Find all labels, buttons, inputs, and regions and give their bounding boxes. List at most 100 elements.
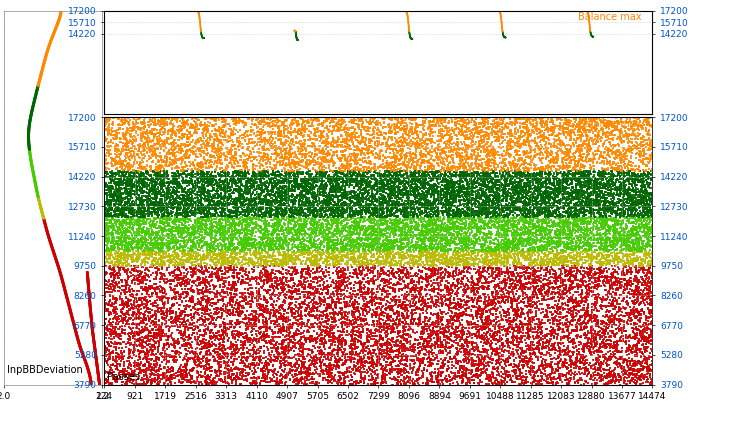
Point <box>546 131 558 138</box>
Point <box>336 212 348 218</box>
Point <box>374 346 386 353</box>
Point <box>108 341 120 348</box>
Point <box>135 235 147 242</box>
Point <box>439 357 451 363</box>
Point <box>333 198 345 205</box>
Point <box>644 202 656 209</box>
Point <box>231 344 243 351</box>
Point <box>177 261 189 268</box>
Point <box>519 219 531 226</box>
Point <box>196 132 208 139</box>
Point <box>111 134 123 141</box>
Point <box>232 195 244 202</box>
Point <box>458 221 470 227</box>
Point <box>346 229 358 235</box>
Point <box>355 356 367 363</box>
Point <box>377 174 389 181</box>
Point <box>469 221 481 228</box>
Point <box>280 275 292 281</box>
Point <box>237 172 249 178</box>
Point <box>354 202 366 209</box>
Point <box>349 176 361 183</box>
Point <box>136 204 148 210</box>
Point <box>533 287 545 294</box>
Point <box>524 173 536 180</box>
Point <box>508 312 520 318</box>
Point <box>135 222 147 229</box>
Point <box>350 267 362 274</box>
Point <box>389 253 401 260</box>
Point <box>476 247 488 254</box>
Point <box>254 177 266 184</box>
Point <box>604 147 616 154</box>
Point <box>624 310 636 317</box>
Point <box>431 154 443 161</box>
Point <box>112 352 124 359</box>
Point <box>417 170 429 176</box>
Point <box>315 242 327 249</box>
Point <box>292 281 304 288</box>
Point <box>353 363 365 370</box>
Point <box>528 211 540 218</box>
Point <box>606 206 618 213</box>
Point <box>551 336 563 343</box>
Point <box>148 221 160 228</box>
Point <box>510 185 522 192</box>
Point <box>239 121 251 128</box>
Point <box>348 238 360 244</box>
Point <box>236 318 248 325</box>
Point <box>134 271 146 278</box>
Point <box>155 190 167 196</box>
Point <box>442 181 454 188</box>
Point <box>173 224 185 230</box>
Point <box>530 203 542 210</box>
Point <box>581 248 593 255</box>
Point <box>159 126 171 133</box>
Point <box>424 165 436 172</box>
Point <box>644 254 656 261</box>
Point <box>191 319 203 326</box>
Point <box>566 262 578 269</box>
Point <box>181 135 193 142</box>
Point <box>425 294 437 301</box>
Point <box>627 232 639 239</box>
Point <box>601 321 613 328</box>
Point <box>580 258 592 265</box>
Point <box>528 210 540 216</box>
Point <box>381 343 393 350</box>
Point <box>414 310 426 317</box>
Point <box>598 255 610 261</box>
Point <box>348 362 360 368</box>
Point <box>264 252 276 258</box>
Point <box>330 175 342 182</box>
Point <box>116 230 128 237</box>
Point <box>224 195 236 202</box>
Point <box>316 204 328 211</box>
Point <box>554 376 566 383</box>
Point <box>118 370 130 377</box>
Point <box>264 263 276 269</box>
Point <box>645 177 657 184</box>
Point <box>398 147 410 154</box>
Point <box>627 376 639 382</box>
Point <box>584 241 596 248</box>
Point <box>226 176 238 183</box>
Point <box>465 340 477 346</box>
Point <box>617 214 629 221</box>
Point <box>299 261 311 267</box>
Point <box>577 192 589 199</box>
Point <box>313 350 325 357</box>
Point <box>563 268 575 275</box>
Point <box>363 309 375 315</box>
Point <box>449 188 461 195</box>
Point <box>392 201 404 207</box>
Point <box>621 130 633 137</box>
Point <box>614 192 626 198</box>
Point <box>368 262 380 269</box>
Point <box>286 263 298 270</box>
Point <box>351 220 363 227</box>
Point <box>106 226 118 232</box>
Point <box>527 230 539 236</box>
Point <box>583 178 595 185</box>
Point <box>506 197 518 204</box>
